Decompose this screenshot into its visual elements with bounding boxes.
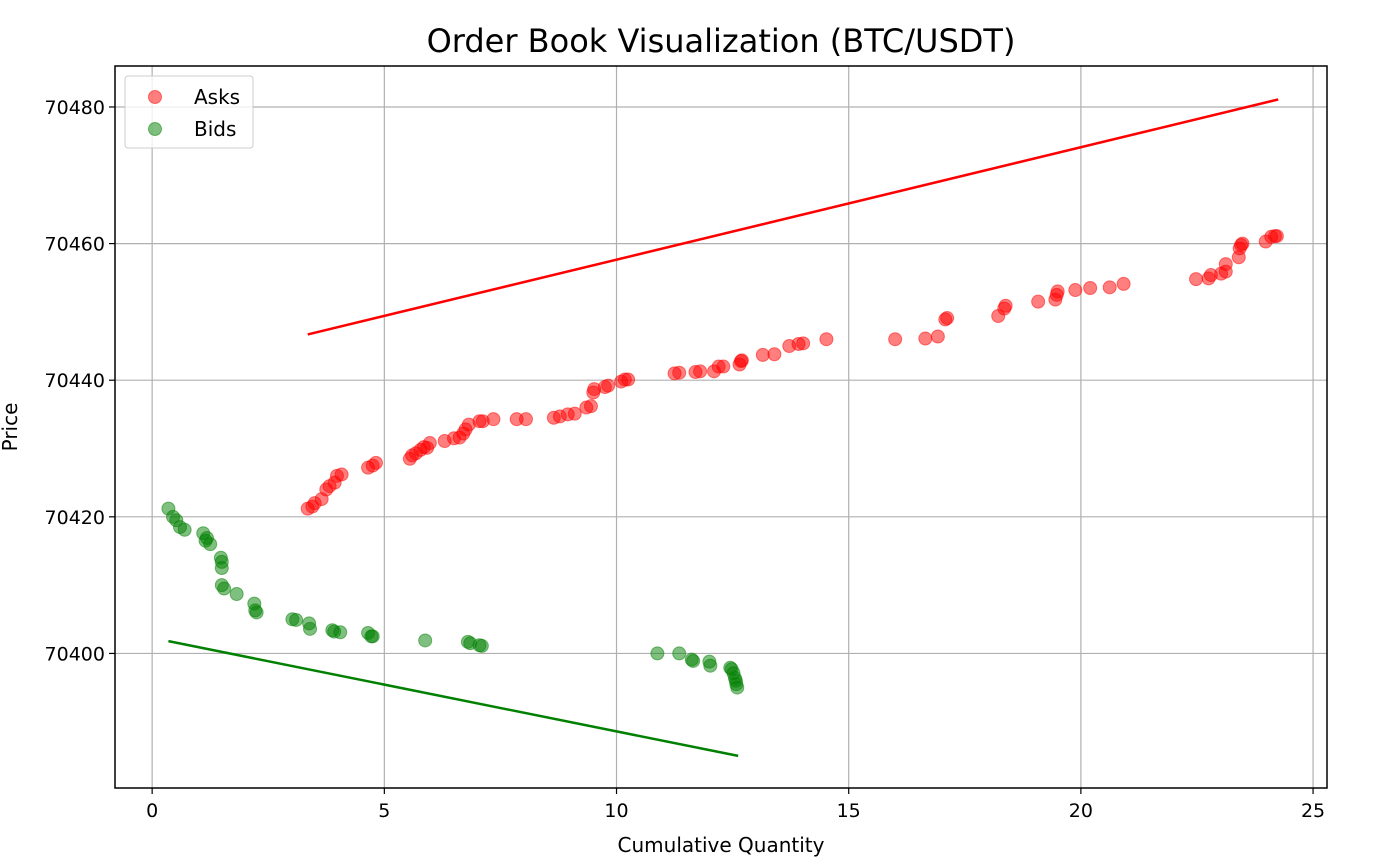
bids-point: [650, 646, 665, 661]
asks-point: [930, 329, 945, 344]
chart-title: Order Book Visualization (BTC/USDT): [427, 22, 1016, 60]
x-tick-label: 25: [1301, 800, 1325, 822]
bids-point: [203, 537, 218, 552]
asks-point: [583, 399, 598, 414]
asks-point: [422, 436, 437, 451]
y-tick-label: 70440: [45, 370, 105, 392]
x-tick-label: 5: [378, 800, 390, 822]
bids-series: [161, 501, 745, 695]
asks-point: [1083, 280, 1098, 295]
asks-point: [755, 347, 770, 362]
bids-point: [672, 646, 687, 661]
bids-point: [474, 638, 489, 653]
asks-point: [716, 359, 731, 374]
bids-point: [418, 633, 433, 648]
bids-point: [217, 581, 232, 596]
asks-point: [518, 412, 533, 427]
bids-trend-line: [168, 639, 739, 758]
legend-marker-asks: [148, 90, 162, 104]
y-axis-label: Price: [0, 403, 22, 452]
asks-point: [368, 455, 383, 470]
y-axis: 70400 70420 70440 70460 70480: [45, 97, 115, 665]
trend-lines: [168, 98, 1279, 758]
plot-frame: [114, 65, 1328, 789]
asks-point: [918, 331, 933, 346]
x-tick-label: 15: [837, 800, 861, 822]
y-tick-label: 70460: [45, 234, 105, 256]
legend: Asks Bids: [124, 75, 254, 149]
bids-point: [177, 522, 192, 537]
asks-point: [734, 353, 749, 368]
asks-point: [819, 332, 834, 347]
bids-point: [289, 612, 304, 627]
bids-point: [249, 605, 264, 620]
asks-point: [1189, 272, 1204, 287]
legend-marker-bids: [148, 122, 162, 136]
asks-point: [1102, 280, 1117, 295]
x-tick-label: 10: [604, 800, 628, 822]
bids-point: [365, 629, 380, 644]
asks-point: [1050, 284, 1065, 299]
bids-point: [730, 680, 745, 695]
asks-point: [672, 365, 687, 380]
bids-point: [214, 561, 229, 576]
grid-lines: [115, 66, 1327, 788]
asks-series: [300, 229, 1284, 516]
x-tick-label: 0: [146, 800, 158, 822]
asks-point: [1031, 294, 1046, 309]
legend-label-bids: Bids: [194, 117, 236, 141]
x-axis: 0 5 10 15 20 25: [146, 788, 1325, 822]
legend-label-asks: Asks: [194, 85, 240, 109]
asks-point: [940, 311, 955, 326]
asks-point: [1269, 229, 1284, 244]
bids-point: [703, 658, 718, 673]
asks-point: [1235, 236, 1250, 251]
data-points: [161, 229, 1284, 695]
asks-point: [567, 406, 582, 421]
asks-point: [693, 364, 708, 379]
asks-point: [486, 412, 501, 427]
asks-point: [621, 372, 636, 387]
y-tick-label: 70420: [45, 507, 105, 529]
asks-point: [1116, 276, 1131, 291]
asks-point: [767, 347, 782, 362]
y-tick-label: 70400: [45, 643, 105, 665]
asks-point: [601, 378, 616, 393]
bids-point: [303, 621, 318, 636]
asks-trend-line: [307, 98, 1279, 336]
bids-point: [229, 587, 244, 602]
asks-point: [1218, 257, 1233, 272]
x-tick-label: 20: [1069, 800, 1093, 822]
asks-point: [888, 332, 903, 347]
y-tick-label: 70480: [45, 97, 105, 119]
asks-point: [796, 336, 811, 351]
bids-point: [686, 653, 701, 668]
asks-point: [334, 467, 349, 482]
x-axis-label: Cumulative Quantity: [618, 833, 825, 857]
asks-point: [998, 298, 1013, 313]
bids-point: [333, 625, 348, 640]
asks-point: [1068, 283, 1083, 298]
